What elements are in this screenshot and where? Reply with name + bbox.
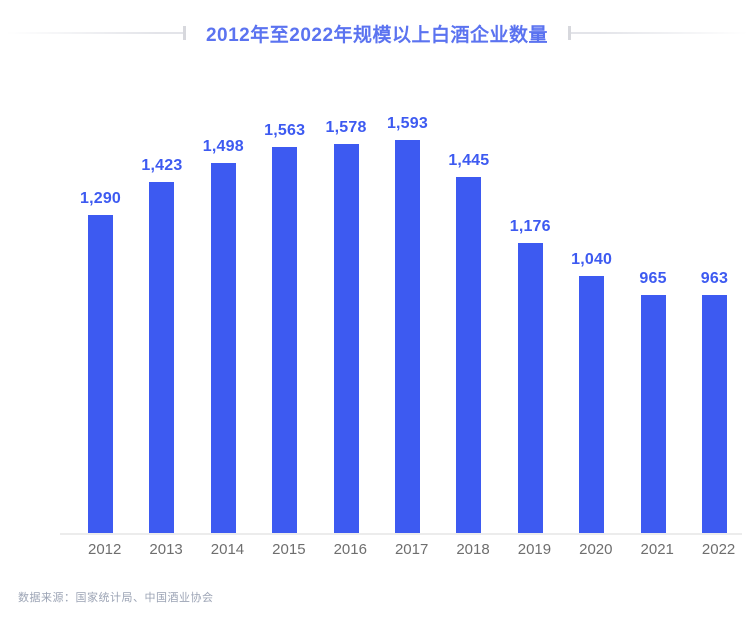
x-axis-tick-label: 2013	[149, 541, 183, 558]
bar	[701, 295, 727, 533]
bar	[394, 140, 420, 533]
bar-value-label: 1,423	[141, 157, 183, 174]
title-decoration-line-right	[571, 32, 749, 34]
bar	[149, 182, 175, 533]
x-axis-line	[60, 533, 742, 535]
bar-group: 963	[700, 270, 729, 533]
bar-group: 1,563	[264, 122, 305, 533]
x-axis-tick-label: 2018	[456, 541, 490, 558]
x-axis-tick-label: 2020	[579, 541, 613, 558]
title-decoration-tick-right	[568, 26, 572, 40]
bar-value-label: 1,593	[386, 115, 428, 132]
bar-group: 1,578	[326, 119, 366, 533]
bar	[579, 276, 605, 533]
x-axis-tick-label: 2012	[88, 541, 122, 558]
bar-value-label: 1,290	[79, 190, 122, 207]
title-decoration-line-left	[6, 32, 183, 34]
bar-group: 1,290	[80, 190, 121, 533]
x-axis-tick-label: 2019	[517, 541, 552, 558]
bar-value-label: 963	[700, 270, 729, 287]
bar-value-label: 1,563	[264, 122, 306, 139]
x-axis-tick-label: 2014	[210, 541, 245, 558]
bar	[272, 147, 298, 533]
bar-group: 1,040	[571, 251, 612, 533]
data-source-note: 数据来源：国家统计局、中国酒业协会	[18, 592, 214, 604]
x-axis-tick-label: 2022	[701, 541, 736, 558]
bar-value-label: 1,176	[509, 218, 551, 235]
bar	[210, 163, 236, 533]
bar-group: 1,498	[203, 138, 244, 533]
bar-value-label: 1,445	[448, 152, 490, 169]
bar	[88, 215, 113, 533]
x-axis-tick-label: 2016	[333, 541, 367, 558]
chart-title: 2012年至2022年规模以上白酒企业数量	[205, 24, 549, 46]
bar	[333, 144, 359, 533]
chart-header: 2012年至2022年规模以上白酒企业数量	[0, 14, 754, 52]
x-axis-tick-labels: 2012 2013 2014 2015 2016 2017 2018 2019 2020 2021…	[88, 541, 736, 558]
bar-group: 1,176	[510, 218, 551, 533]
bar-value-label: 965	[639, 270, 667, 287]
bar-group: 965	[639, 270, 667, 533]
bar-group: 1,593	[387, 115, 428, 533]
title-decoration-tick-left	[182, 26, 186, 40]
bar-chart: 1,290 1,423 1,498 1,563 1,578 1,593 1,445 1,176…	[80, 100, 729, 533]
bar-group: 1,445	[448, 152, 489, 533]
bar-group: 1,423	[141, 157, 182, 533]
bar-value-label: 1,040	[571, 251, 613, 268]
x-axis-tick-label: 2015	[272, 541, 306, 558]
bar-value-label: 1,578	[325, 119, 367, 136]
x-axis-tick-label: 2021	[640, 541, 674, 558]
bar	[640, 295, 666, 533]
bar	[456, 177, 482, 533]
bar	[517, 243, 543, 533]
bar-value-label: 1,498	[202, 138, 244, 155]
x-axis-tick-label: 2017	[394, 541, 429, 558]
